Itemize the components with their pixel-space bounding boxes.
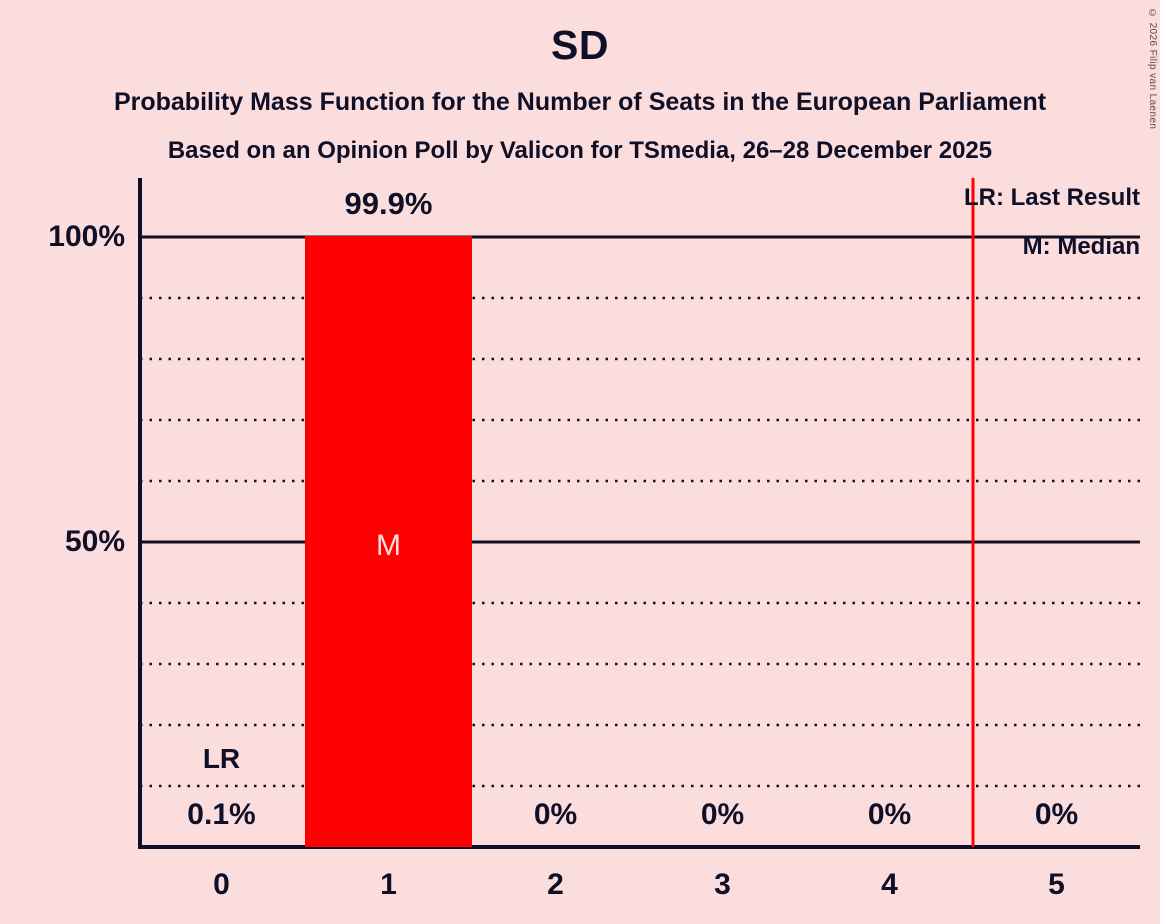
chart-title: SD: [551, 22, 609, 68]
x-tick-label-4: 4: [881, 868, 898, 901]
bar-value-label-3: 0%: [700, 798, 745, 831]
x-tick-label-3: 3: [714, 868, 731, 901]
major-gridlines: [140, 235, 1140, 544]
last-result-marker: LR: [202, 743, 241, 774]
bar-category-1: [305, 236, 472, 847]
x-tick-label-0: 0: [213, 868, 230, 901]
copyright-notice: © 2026 Filip van Laenen: [1147, 8, 1158, 130]
x-tick-label-2: 2: [547, 868, 564, 901]
median-marker: M: [376, 529, 401, 562]
y-tick-label-50: 50%: [64, 525, 125, 558]
y-tick-label-100: 100%: [48, 220, 125, 253]
bar-value-label-0: 0.1%: [187, 798, 256, 831]
legend-median: M: Median: [1022, 233, 1140, 260]
bar-value-label-1: 99.9%: [344, 186, 433, 221]
bar-value-label-5: 0%: [1034, 798, 1079, 831]
x-tick-label-5: 5: [1048, 868, 1065, 901]
chart-subtitle-primary: Probability Mass Function for the Number…: [113, 88, 1047, 116]
x-tick-label-1: 1: [380, 868, 397, 901]
bar-value-label-2: 0%: [533, 798, 578, 831]
chart-subtitle-secondary: Based on an Opinion Poll by Valicon for …: [167, 137, 993, 164]
bar-value-label-4: 0%: [867, 798, 912, 831]
legend-last-result: LR: Last Result: [963, 184, 1140, 211]
